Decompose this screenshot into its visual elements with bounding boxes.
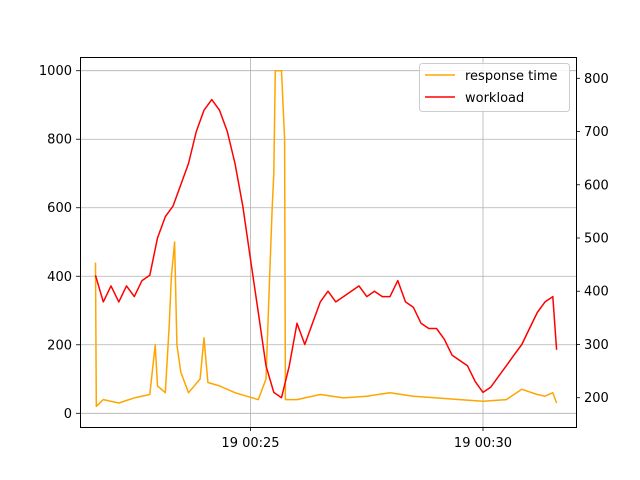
left-y-tick-label: 0 bbox=[64, 407, 72, 422]
x-tick-label: 19 00:25 bbox=[221, 436, 279, 451]
right-y-tick-label: 400 bbox=[584, 285, 609, 300]
plot-frame bbox=[80, 57, 577, 428]
x-axis: 19 00:25 19 00:30 bbox=[221, 427, 512, 451]
left-y-tick-label: 200 bbox=[47, 338, 72, 353]
x-tick-label: 19 00:30 bbox=[454, 436, 512, 451]
legend-label-response-time: response time bbox=[465, 69, 558, 84]
legend-label-workload: workload bbox=[465, 91, 524, 106]
right-y-tick-label: 300 bbox=[584, 338, 609, 353]
left-y-tick-label: 400 bbox=[47, 270, 72, 285]
right-y-tick-label: 200 bbox=[584, 391, 609, 406]
right-y-tick-label: 600 bbox=[584, 178, 609, 193]
grid bbox=[80, 57, 576, 427]
right-y-axis: 200 300 400 500 600 700 800 bbox=[576, 72, 609, 406]
legend-box bbox=[419, 63, 570, 112]
left-y-axis: 0 200 400 600 800 1000 bbox=[39, 64, 80, 422]
right-y-tick-label: 700 bbox=[584, 125, 609, 140]
series-layer bbox=[94, 69, 558, 408]
legend: response time workload bbox=[419, 63, 570, 112]
left-y-tick-label: 800 bbox=[47, 133, 72, 148]
left-y-tick-label: 1000 bbox=[39, 64, 72, 79]
series-line-response-time bbox=[94, 69, 558, 408]
right-y-tick-label: 500 bbox=[584, 232, 609, 247]
left-y-tick-label: 600 bbox=[47, 201, 72, 216]
series-line-workload bbox=[94, 98, 558, 399]
right-y-tick-label: 800 bbox=[584, 72, 609, 87]
